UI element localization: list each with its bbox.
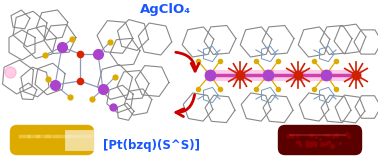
FancyArrowPatch shape	[176, 95, 195, 116]
Text: AgClO₄: AgClO₄	[139, 3, 191, 16]
FancyArrowPatch shape	[176, 52, 199, 71]
FancyBboxPatch shape	[10, 125, 94, 155]
Text: [Pt(bzq)(S^S)]: [Pt(bzq)(S^S)]	[104, 138, 200, 152]
FancyBboxPatch shape	[278, 125, 362, 155]
